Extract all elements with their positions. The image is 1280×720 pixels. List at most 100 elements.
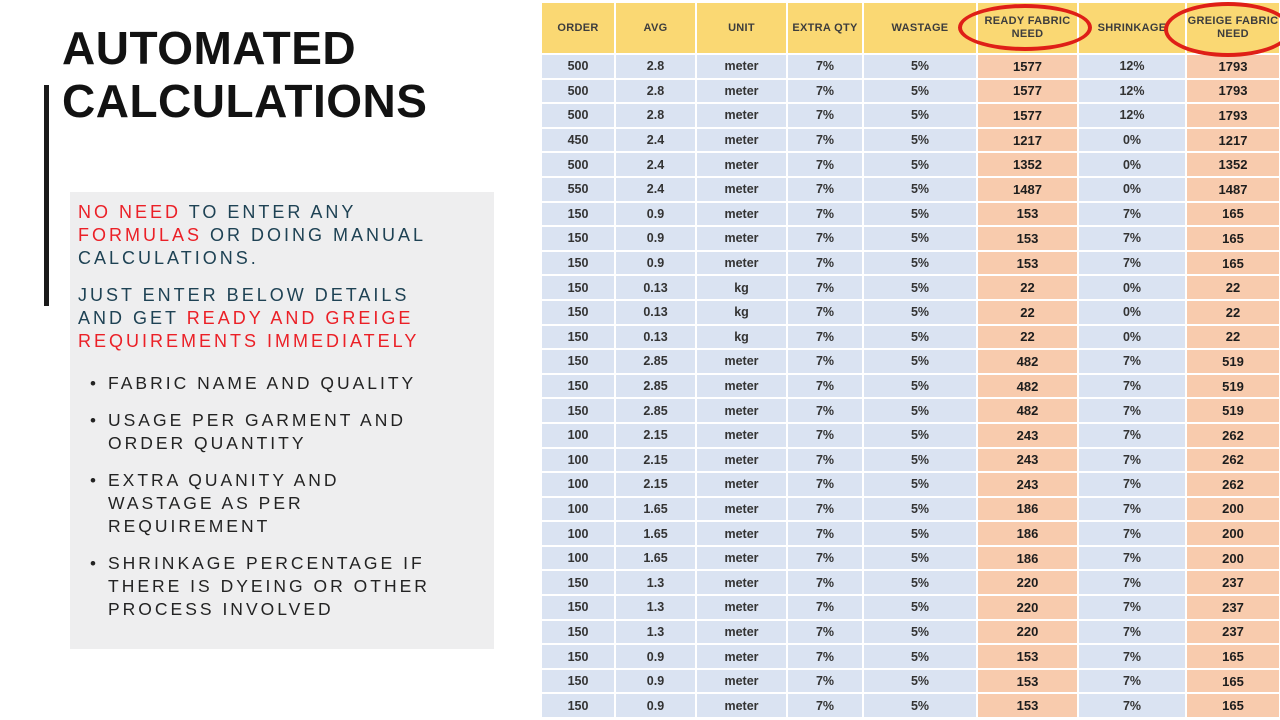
table-cell: 237 [1187,571,1279,595]
table-cell: 7% [1079,694,1185,718]
table-cell: meter [697,104,786,127]
table-cell: 2.15 [616,448,695,472]
table-cell: 153 [978,669,1077,693]
table-cell: 165 [1187,202,1279,226]
table-cell: 5% [864,325,976,349]
table-cell: 0% [1079,177,1185,201]
table-cell: 7% [788,251,862,275]
table-cell: meter [697,202,786,226]
table-cell: 7% [788,497,862,521]
table-cell: 1.65 [616,497,695,521]
table-cell: 519 [1187,399,1279,422]
table-cell: 0% [1079,325,1185,349]
bullet-icon: • [90,411,96,430]
table-cell: 7% [1079,546,1185,570]
table-cell: 165 [1187,251,1279,275]
intro-p1-line-3: CALCULATIONS. [78,247,488,270]
table-cell: 7% [1079,423,1185,447]
table-cell: meter [697,522,786,545]
table-cell: 150 [542,669,614,693]
table-cell: 12% [1079,79,1185,103]
table-cell: 5% [864,374,976,398]
table-cell: 0.9 [616,251,695,275]
table-cell: 7% [788,55,862,78]
table-cell: meter [697,423,786,447]
table-cell: 7% [788,399,862,422]
table-cell: 2.85 [616,374,695,398]
table-cell: 1577 [978,104,1077,127]
table-cell: 100 [542,473,614,496]
bullet-text: USAGE PER GARMENT AND ORDER QUANTITY [108,410,407,453]
table-cell: 262 [1187,448,1279,472]
table-cell: 2.15 [616,473,695,496]
page-title-line2: CALCULATIONS [62,75,428,127]
table-cell: 5% [864,546,976,570]
table-cell: meter [697,596,786,619]
table-cell: 7% [1079,227,1185,250]
table-cell: 1.3 [616,596,695,619]
table-cell: 2.85 [616,350,695,373]
table-cell: meter [697,546,786,570]
table-cell: 7% [788,300,862,324]
bullet-list: • FABRIC NAME AND QUALITY • USAGE PER GARME… [78,372,488,621]
table-cell: 7% [788,177,862,201]
table-cell: 1793 [1187,104,1279,127]
table-cell: 5% [864,645,976,668]
table-cell: 0.13 [616,300,695,324]
table-cell: 482 [978,350,1077,373]
table-cell: 7% [788,276,862,299]
table-cell: 2.4 [616,177,695,201]
table-cell: 5% [864,251,976,275]
table-cell: 7% [788,473,862,496]
text-segment: TO ENTER ANY [188,202,357,222]
column-header: AVG [616,3,695,53]
table-cell: 150 [542,374,614,398]
table-cell: 0.13 [616,325,695,349]
table-cell: 1352 [978,153,1077,176]
table-cell: 5% [864,596,976,619]
table-cell: 1.65 [616,546,695,570]
table-cell: 7% [788,153,862,176]
table-cell: 165 [1187,227,1279,250]
table-cell: 5% [864,128,976,152]
text-segment: REQUIREMENTS IMMEDIATELY [78,331,420,351]
bullet-icon: • [90,554,96,573]
table-cell: 500 [542,55,614,78]
list-item: • FABRIC NAME AND QUALITY [78,372,488,395]
table-cell: meter [697,251,786,275]
table-cell: 2.8 [616,104,695,127]
table-cell: 153 [978,645,1077,668]
page-title: AUTOMATED CALCULATIONS [62,22,522,128]
table-cell: 2.4 [616,153,695,176]
table-cell: 5% [864,79,976,103]
intro-p2-line-3: REQUIREMENTS IMMEDIATELY [78,330,488,353]
table-cell: 22 [978,300,1077,324]
table-cell: 153 [978,202,1077,226]
bullet-icon: • [90,471,96,490]
table-cell: 7% [788,546,862,570]
text-panel: NO NEED TO ENTER ANY FORMULAS OR DOING MA… [70,192,494,649]
table-cell: 186 [978,522,1077,545]
circle-annotation-greige-fabric-need [1164,2,1280,57]
table-cell: 1217 [1187,128,1279,152]
table-cell: 200 [1187,546,1279,570]
table-cell: 7% [788,448,862,472]
table-cell: 153 [978,227,1077,250]
table-cell: 5% [864,276,976,299]
text-segment: OR DOING MANUAL [210,225,427,245]
table-cell: 0% [1079,153,1185,176]
table-cell: 7% [788,325,862,349]
table-cell: 7% [788,104,862,127]
table-cell: 550 [542,177,614,201]
table-cell: 0.9 [616,669,695,693]
table-cell: meter [697,374,786,398]
table-cell: 220 [978,620,1077,644]
table-cell: 200 [1187,497,1279,521]
table-cell: 482 [978,374,1077,398]
table-cell: 22 [1187,276,1279,299]
table-cell: 450 [542,128,614,152]
table-cell: 7% [788,596,862,619]
table-cell: 5% [864,55,976,78]
table-cell: 7% [788,694,862,718]
table-cell: 1.3 [616,571,695,595]
